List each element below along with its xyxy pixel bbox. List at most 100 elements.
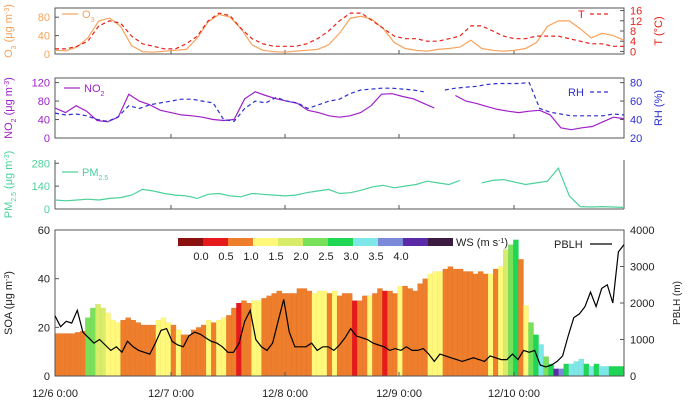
soa-bar-49 xyxy=(301,288,308,377)
temp-axis-rtick-label-3: 12 xyxy=(630,16,642,28)
soa-bar-54 xyxy=(326,293,333,377)
soa-bar-103 xyxy=(573,361,580,377)
soa-bar-104 xyxy=(578,358,585,377)
x-tick-label-0: 12/6 0:00 xyxy=(32,388,78,400)
pblh-ytick-label-1: 1000 xyxy=(630,335,654,347)
ws-legend-swatch-5 xyxy=(303,238,328,246)
ws-legend-swatch-1 xyxy=(203,238,228,246)
pm25-axis-title-part: PM xyxy=(3,202,15,219)
temp-axis-rtick-label-4: 16 xyxy=(630,6,642,18)
soa-bar-44 xyxy=(276,290,283,377)
soa-bar-58 xyxy=(346,293,353,377)
soa-bar-68 xyxy=(397,285,403,377)
pm25-axis-title-part: ) xyxy=(3,151,15,155)
soa-bar-76 xyxy=(437,271,444,377)
ws-legend-tick-label-5: 2.5 xyxy=(318,251,333,263)
soa-bar-74 xyxy=(427,273,434,377)
soa-bar-61 xyxy=(362,295,368,377)
soa-bar-67 xyxy=(392,293,398,377)
soa-ytick-label-1: 20 xyxy=(38,322,50,334)
ws-legend-tick-label-6: 3.0 xyxy=(343,251,358,263)
rh-axis-rtick-label-3: 80 xyxy=(630,78,642,90)
soa-bar-51 xyxy=(311,293,318,377)
temp-legend-label: T xyxy=(578,9,585,21)
o3-legend-label: O3 xyxy=(82,9,95,24)
soa-bar-55 xyxy=(331,290,338,377)
soa-bar-30 xyxy=(205,319,212,377)
o3-axis-ltick-label-0: 0 xyxy=(44,49,50,61)
pblh-ytick-label-0: 0 xyxy=(630,371,636,383)
pm25-axis-title-part: -3 xyxy=(4,154,11,160)
soa-bar-2 xyxy=(64,333,71,377)
soa-bar-24 xyxy=(175,329,182,377)
x-tick-label-2: 12/8 0:00 xyxy=(262,388,308,400)
soa-bar-17 xyxy=(140,324,147,377)
soa-bar-34 xyxy=(226,315,232,377)
soa-bar-102 xyxy=(568,363,575,377)
soa-bar-99 xyxy=(553,368,559,377)
soa-bar-112 xyxy=(618,366,625,377)
pblh-ytick-label-4: 4000 xyxy=(630,225,654,237)
no2-axis-title-part: NO xyxy=(3,122,15,139)
rh-axis-title: RH (%) xyxy=(653,90,665,126)
soa-bar-111 xyxy=(613,366,620,377)
soa-bar-27 xyxy=(190,329,197,377)
soa-bar-101 xyxy=(563,363,570,377)
temp-axis-title-group: T (°C) xyxy=(653,16,665,45)
soa-bar-72 xyxy=(417,283,424,377)
o3-axis-title-part: ) xyxy=(3,4,15,8)
soa-bar-0 xyxy=(54,333,61,377)
temp-axis-title: T (°C) xyxy=(653,16,665,45)
rh-axis-rtick-label-1: 40 xyxy=(630,115,642,127)
pm25-axis-ltick-label-0: 0 xyxy=(44,204,50,216)
no2-axis-title-part: -3 xyxy=(4,81,11,87)
soa-bar-64 xyxy=(377,288,383,377)
soa-bar-21 xyxy=(160,317,167,377)
ws-legend-tick-label-3: 1.5 xyxy=(268,251,283,263)
ws-legend-swatch-2 xyxy=(228,238,253,246)
temp-axis-rtick-label-2: 8 xyxy=(630,26,636,38)
soa-bar-46 xyxy=(286,293,293,377)
no2-axis-ltick-label-3: 120 xyxy=(32,78,50,90)
soa-bar-56 xyxy=(336,295,343,377)
soa-axis-title: SOA (μg m-3) xyxy=(3,271,15,335)
pm25-legend-label: PM2.5 xyxy=(82,167,108,182)
soa-bar-42 xyxy=(266,295,272,377)
soa-bar-77 xyxy=(442,268,449,377)
soa-bar-36 xyxy=(236,302,242,377)
soa-bar-73 xyxy=(422,278,429,377)
soa-axis-title-part: SOA (μg m xyxy=(3,281,15,335)
soa-bar-63 xyxy=(372,293,378,377)
rh-axis-rtick-label-0: 20 xyxy=(630,133,642,145)
soa-bar-10 xyxy=(105,312,111,377)
no2-axis-ltick-label-0: 0 xyxy=(44,133,50,145)
soa-bar-87 xyxy=(492,268,499,377)
soa-bar-23 xyxy=(170,324,177,377)
x-tick-label-1: 12/7 0:00 xyxy=(148,388,194,400)
pblh-axis-title: PBLH (m) xyxy=(672,281,683,325)
soa-bar-78 xyxy=(447,266,454,377)
pblh-legend-label: PBLH xyxy=(554,239,583,251)
o3-legend-label-part: O xyxy=(82,9,91,21)
no2-series-line xyxy=(54,91,625,131)
soa-bar-50 xyxy=(306,290,313,377)
soa-bar-106 xyxy=(588,366,595,377)
no2-legend-label: NO2 xyxy=(84,83,105,98)
soa-bar-109 xyxy=(603,366,610,377)
temp-axis-rtick-label-1: 4 xyxy=(630,36,636,48)
ws-legend-tick-label-4: 2.0 xyxy=(293,251,308,263)
ws-legend-tick-label-8: 4.0 xyxy=(393,251,408,263)
soa-bar-66 xyxy=(387,290,393,377)
soa-bar-31 xyxy=(210,322,217,377)
o3-axis-ltick-label-1: 40 xyxy=(38,31,50,43)
no2-axis-ltick-label-2: 80 xyxy=(38,96,50,108)
soa-bar-37 xyxy=(241,300,247,377)
no2-legend-label-part: 2 xyxy=(101,91,105,98)
soa-bar-3 xyxy=(69,333,76,377)
pm25-axis-title-part: (μg m xyxy=(3,161,15,192)
no2-axis-ltick-label-1: 40 xyxy=(38,115,50,127)
x-tick-label-4: 12/10 0:00 xyxy=(488,388,540,400)
ws-legend-swatch-10 xyxy=(428,238,453,246)
soa-bar-29 xyxy=(200,324,207,377)
soa-bar-110 xyxy=(608,366,615,377)
